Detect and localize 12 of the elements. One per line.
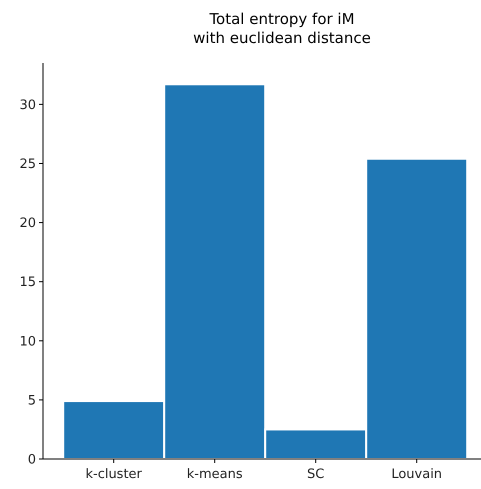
y-tick-label: 15: [19, 275, 36, 290]
chart-title: Total entropy for iM with euclidean distance: [193, 10, 371, 47]
y-tick-label: 25: [19, 157, 36, 172]
y-tick-label: 10: [19, 334, 36, 350]
y-tick-label: 20: [19, 216, 36, 232]
x-tick-label: SC: [307, 467, 324, 482]
y-tick-label: 0: [28, 452, 36, 468]
y-tick-label: 5: [28, 393, 36, 408]
x-tick-label: k-cluster: [85, 467, 143, 482]
x-tick-label: Louvain: [391, 467, 442, 482]
y-tick-label: 30: [19, 98, 36, 113]
x-tick-label: k-means: [186, 467, 243, 482]
